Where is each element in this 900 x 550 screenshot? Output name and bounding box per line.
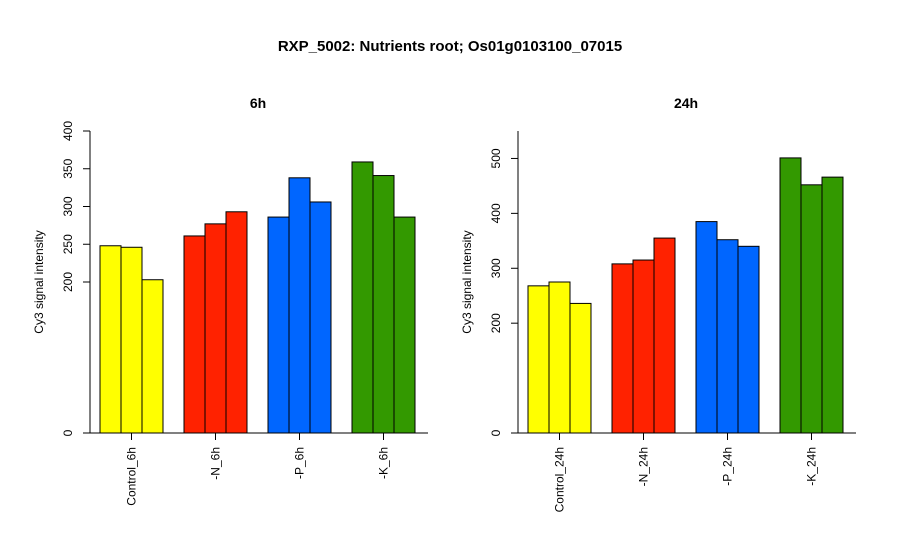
category-label: Control_24h (553, 447, 567, 512)
bar (204, 223, 227, 434)
y-tick-label: 500 (489, 148, 503, 168)
bar (183, 235, 206, 434)
category-label: -P_6h (293, 447, 307, 479)
bar (527, 285, 550, 434)
category-label: -P_24h (721, 447, 735, 486)
bar (821, 176, 844, 434)
panel-title: 24h (674, 95, 698, 111)
bar (351, 161, 374, 434)
figure-title: RXP_5002: Nutrients root; Os01g0103100_0… (277, 38, 623, 55)
y-axis-label: Cy3 signal intensity (460, 230, 474, 333)
y-tick-label: 0 (489, 429, 503, 436)
category-label: -K_6h (377, 447, 391, 479)
y-tick-label: 200 (489, 313, 503, 333)
chart-panel-0: 6h Cy3 signal intensity 0 200 250 300 350 400 Co… (32, 95, 428, 506)
y-tick-label: 400 (489, 203, 503, 223)
panel-title: 6h (250, 95, 266, 111)
category-label: Control_6h (125, 447, 139, 506)
bar (632, 259, 655, 434)
y-tick-label: 250 (61, 234, 75, 254)
y-tick-label: 300 (61, 196, 75, 216)
bar (393, 216, 416, 434)
bar (695, 221, 718, 434)
bar (653, 237, 676, 434)
y-tick-label: 0 (61, 429, 75, 436)
category-label: -K_24h (805, 447, 819, 486)
bar (99, 245, 122, 434)
y-tick-label: 300 (489, 258, 503, 278)
bar (800, 184, 823, 434)
y-axis-label: Cy3 signal intensity (32, 230, 46, 333)
bar (548, 281, 571, 434)
bar (225, 211, 248, 434)
y-tick-label: 400 (61, 121, 75, 141)
chart-panel-1: 24h Cy3 signal intensity 0 200 300 400 500 Cont… (460, 95, 856, 512)
bar (569, 302, 592, 434)
bar (141, 279, 164, 434)
bar (779, 157, 802, 434)
bar (120, 246, 143, 434)
bar (716, 239, 739, 434)
bar (288, 177, 311, 434)
category-label: -N_6h (209, 447, 223, 480)
bar (611, 263, 634, 434)
bar (737, 245, 760, 434)
y-tick-label: 350 (61, 158, 75, 178)
bar (267, 216, 290, 434)
bar (372, 175, 395, 434)
category-label: -N_24h (637, 447, 651, 486)
bar (309, 201, 332, 434)
y-tick-label: 200 (61, 272, 75, 292)
